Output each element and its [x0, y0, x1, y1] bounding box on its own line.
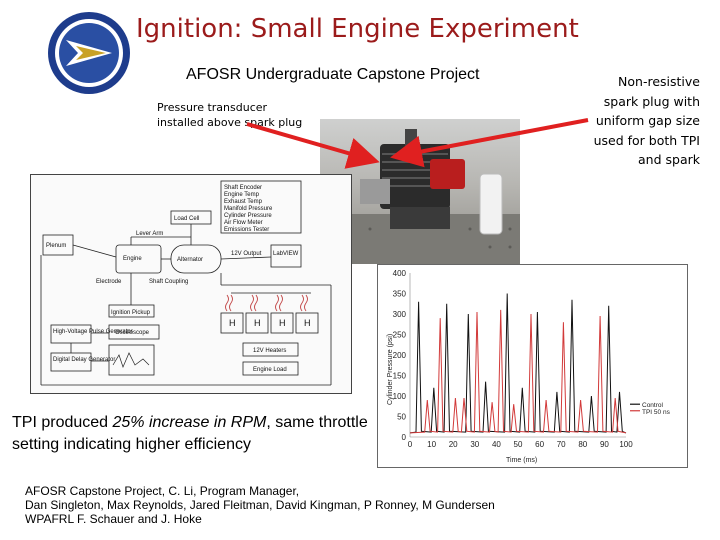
label-plenum: Plenum — [46, 243, 66, 249]
experiment-schematic: Shaft Encoder Engine Temp Exhaust Temp M… — [30, 174, 352, 394]
heater-3: H — [279, 318, 286, 328]
label-emissions-tester: Emissions Tester — [224, 227, 269, 233]
y-tick-label: 0 — [402, 433, 407, 442]
legend-entry: TPI 50 ns — [642, 409, 671, 416]
y-tick-label: 50 — [397, 413, 406, 422]
y-tick-label: 300 — [393, 310, 407, 319]
credit-line-3: WPAFRL F. Schauer and J. Hoke — [25, 512, 202, 526]
credits: AFOSR Capstone Project, C. Li, Program M… — [25, 484, 495, 526]
x-tick-label: 50 — [514, 440, 523, 449]
spark-plug-note: Non-resistive spark plug with uniform ga… — [593, 74, 700, 167]
credit-line-1: AFOSR Capstone Project, C. Li, Program M… — [25, 484, 300, 498]
heater-2: H — [254, 318, 261, 328]
x-tick-label: 30 — [470, 440, 479, 449]
label-hv-pulse-generator: High-Voltage Pulse Generator — [53, 329, 133, 335]
label-engine-temp: Engine Temp — [224, 192, 260, 198]
x-tick-label: 90 — [600, 440, 609, 449]
label-electrode: Electrode — [96, 279, 122, 285]
x-tick-label: 0 — [408, 440, 413, 449]
label-manifold-pressure: Manifold Pressure — [224, 206, 273, 212]
x-tick-label: 60 — [535, 440, 544, 449]
chart-y-axis-label: Cylinder Pressure (psi) — [387, 334, 394, 405]
credit-line-2: Dan Singleton, Max Reynolds, Jared Fleit… — [25, 498, 495, 512]
y-tick-label: 250 — [393, 331, 407, 340]
transducer-arrow — [246, 122, 380, 169]
x-tick-label: 40 — [492, 440, 501, 449]
spark-plug-arrow — [390, 118, 589, 168]
label-exhaust-temp: Exhaust Temp — [224, 199, 263, 205]
x-tick-label: 20 — [449, 440, 458, 449]
label-12v-heaters: 12V Heaters — [253, 348, 286, 354]
slide-title: Ignition: Small Engine Experiment — [136, 14, 579, 44]
label-shaft-encoder: Shaft Encoder — [224, 185, 262, 191]
tpi-text-emphasis: 25% increase in RPM — [112, 414, 267, 431]
y-tick-label: 400 — [393, 269, 407, 278]
y-tick-label: 200 — [393, 351, 407, 360]
tpi-text-end: , same throttle setting indicating highe… — [12, 414, 368, 453]
x-tick-label: 80 — [578, 440, 587, 449]
label-12v-output: 12V Output — [231, 251, 262, 257]
label-load-cell: Load Cell — [174, 216, 199, 222]
pressure-chart: 0 50 100 150 200 250 300 350 400 0 10 20 30 40 50 60 70 8… — [377, 264, 688, 468]
slide-subtitle: AFOSR Undergraduate Capstone Project — [186, 66, 480, 83]
heater-4: H — [304, 318, 311, 328]
label-ignition-pickup: Ignition Pickup — [111, 310, 151, 316]
label-cylinder-pressure: Cylinder Pressure — [224, 213, 272, 219]
label-shaft-coupling: Shaft Coupling — [149, 279, 188, 285]
x-tick-label: 70 — [557, 440, 566, 449]
y-tick-label: 100 — [393, 392, 407, 401]
label-labview: LabVIEW — [273, 251, 299, 257]
series-line-control — [409, 293, 627, 434]
chart-x-axis-label: Time (ms) — [506, 457, 537, 464]
legend-entry: Control — [642, 402, 664, 409]
label-lever-arm: Lever Arm — [136, 231, 163, 237]
label-digital-delay: Digital Delay Generator — [53, 357, 115, 363]
tpi-text-start: TPI produced — [12, 414, 113, 431]
tpi-result-text: TPI produced 25% increase in RPM, same t… — [12, 412, 382, 456]
label-oscilloscope: Oscilloscope — [115, 330, 150, 336]
label-air-flow-meter: Air Flow Meter — [224, 220, 263, 226]
series-line-tpi — [409, 309, 627, 434]
transducer-note: Pressure transducer installed above spar… — [157, 101, 303, 129]
y-tick-label: 150 — [393, 372, 407, 381]
label-alternator: Alternator — [177, 257, 203, 263]
label-engine-load: Engine Load — [253, 367, 287, 373]
afrl-logo — [46, 10, 132, 96]
heater-1: H — [229, 318, 236, 328]
label-engine: Engine — [123, 256, 142, 262]
x-tick-label: 10 — [427, 440, 436, 449]
x-tick-label: 100 — [619, 440, 633, 449]
y-tick-label: 350 — [393, 290, 407, 299]
